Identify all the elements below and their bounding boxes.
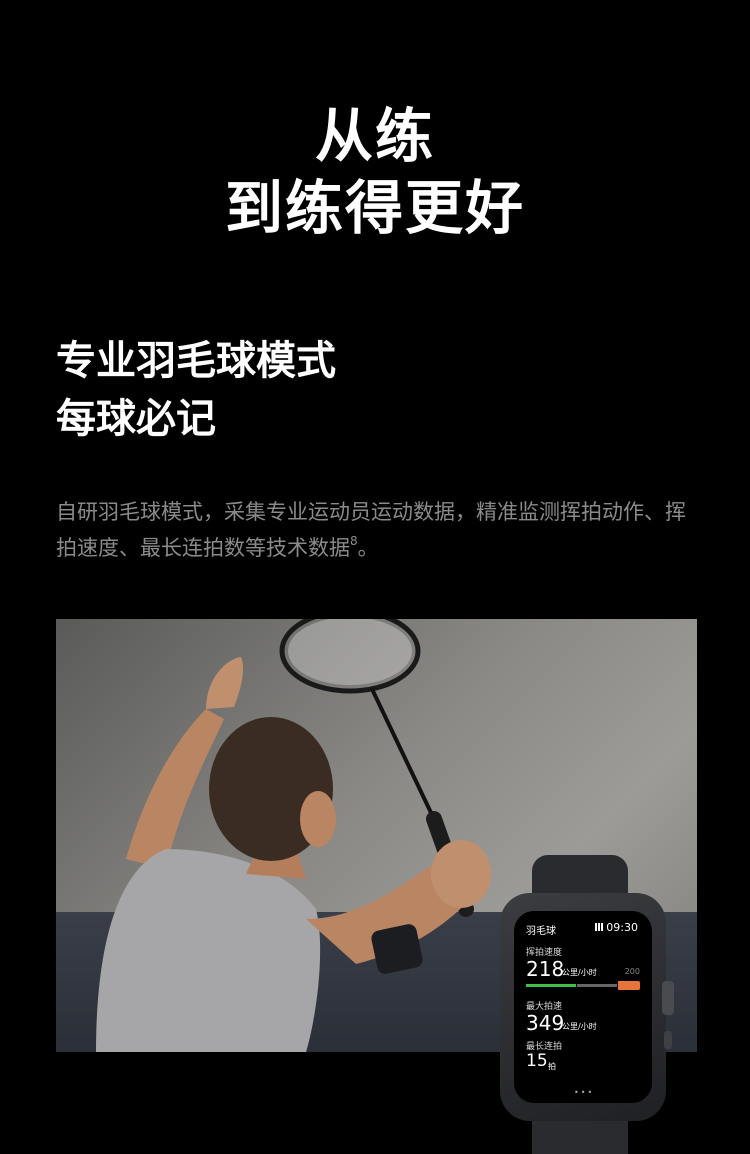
hero-title-line1: 从练: [314, 102, 435, 170]
footnote-marker: 8: [350, 534, 358, 548]
left-arm: [126, 709, 224, 869]
longest-rally-label: 最长连拍: [526, 1042, 563, 1052]
feature-title-line2: 每球必记: [56, 396, 216, 442]
left-hand: [206, 657, 244, 709]
watch-screen: 羽毛球 09:30 挥拍速度 218 公里/小时 200 最大拍速 349 公里…: [514, 911, 652, 1103]
description-end: 。: [357, 536, 379, 560]
shirt: [96, 849, 321, 1052]
watch-app-name: 羽毛球: [526, 926, 556, 937]
smart-watch: 羽毛球 09:30 挥拍速度 218 公里/小时 200 最大拍速 349 公里…: [496, 855, 678, 1154]
worn-watch: [371, 924, 423, 974]
watch-time: 09:30: [595, 921, 638, 934]
longest-rally-value: 15: [526, 1051, 548, 1071]
feature-title: 专业羽毛球模式 每球必记: [56, 332, 336, 448]
racket-strings: [288, 619, 412, 685]
feature-title-line1: 专业羽毛球模式: [56, 338, 336, 384]
watch-side-button[interactable]: [664, 1031, 672, 1049]
bar-track-grey: [577, 984, 617, 987]
max-speed-label: 最大拍速: [526, 1002, 563, 1012]
feature-description: 自研羽毛球模式，采集专业运动员运动数据，精准监测挥拍动作、挥拍速度、最长连拍数等…: [56, 494, 696, 566]
racket-head: [279, 619, 421, 694]
right-hand: [431, 840, 491, 908]
hero-title-line2: 到练得更好: [224, 174, 525, 242]
max-speed-unit: 公里/小时: [562, 1022, 597, 1031]
watch-time-value: 09:30: [606, 921, 638, 934]
player-illustration: [96, 619, 491, 1052]
swing-speed-value: 218: [526, 957, 565, 981]
signal-icon: [595, 923, 604, 931]
description-text: 自研羽毛球模式，采集专业运动员运动数据，精准监测挥拍动作、挥拍速度、最长连拍数等…: [56, 500, 686, 560]
swing-speed-bar: [526, 981, 640, 990]
longest-rally-unit: 拍: [548, 1062, 556, 1071]
ear: [300, 791, 336, 847]
swing-speed-unit: 公里/小时: [562, 968, 597, 977]
hero-title: 从练 到练得更好: [0, 100, 750, 244]
swing-speed-label: 挥拍速度: [526, 948, 563, 958]
max-speed-value: 349: [526, 1011, 565, 1035]
bar-max-label: 200: [624, 967, 640, 976]
bar-high-zone: [618, 981, 640, 990]
bar-fill-green: [526, 984, 576, 987]
page-indicator: •••: [574, 1088, 595, 1097]
racket-shaft: [370, 688, 436, 820]
watch-crown[interactable]: [662, 981, 674, 1015]
